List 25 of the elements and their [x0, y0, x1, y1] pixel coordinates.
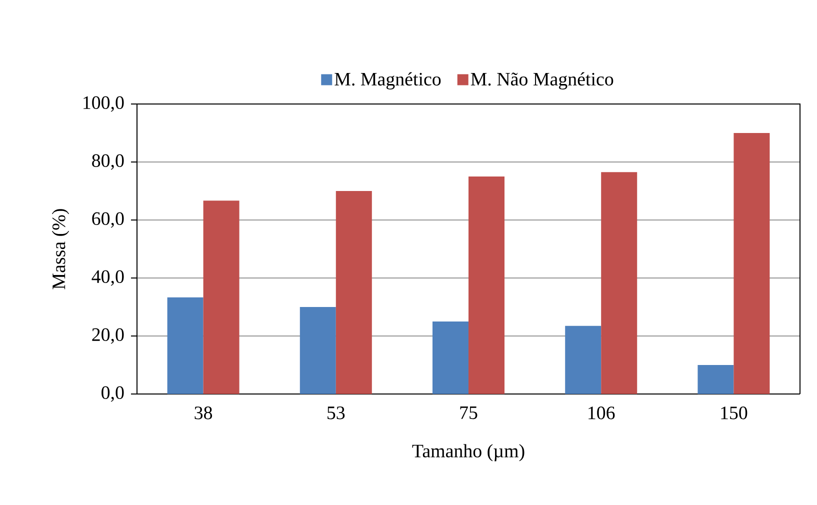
y-tick-label: 0,0	[102, 386, 124, 402]
bar	[565, 326, 602, 394]
bar	[300, 307, 336, 394]
x-tick-label: 53	[328, 406, 345, 420]
bar	[432, 322, 468, 394]
bar	[203, 200, 240, 394]
bar	[601, 172, 638, 394]
bar	[734, 132, 770, 394]
x-axis-title: Tamanho (µm)	[412, 444, 524, 462]
x-tick-label: 75	[460, 406, 478, 420]
bar	[167, 297, 204, 394]
bar	[468, 176, 504, 394]
y-tick-label: 60,0	[92, 212, 124, 228]
x-tick-label: 150	[721, 406, 748, 420]
legend-label: M. Magnético	[334, 72, 441, 90]
legend-label: M. Não Magnético	[470, 72, 614, 90]
x-tick-label: 106	[588, 406, 615, 420]
bar	[698, 365, 734, 394]
x-tick-label: 38	[194, 406, 212, 420]
y-tick-label: 20,0	[92, 328, 124, 344]
y-tick-label: 40,0	[92, 270, 124, 286]
bar	[336, 191, 372, 394]
y-axis-title: Massa (%)	[52, 209, 70, 290]
y-tick-label: 80,0	[92, 154, 124, 170]
y-tick-label: 100,0	[84, 96, 124, 112]
